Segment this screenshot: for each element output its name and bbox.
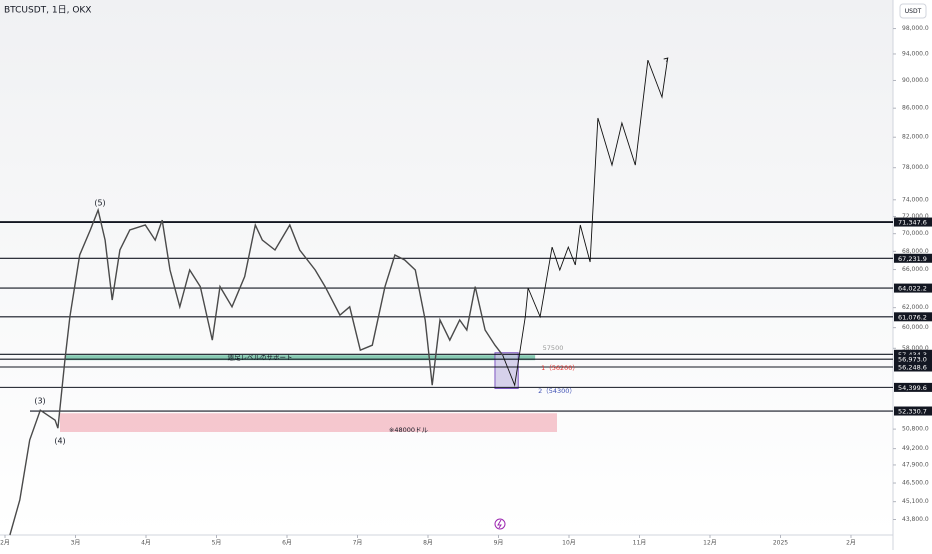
annotation: 57500 [543, 344, 564, 352]
series-line [502, 58, 669, 387]
annotation: 1（56200） [541, 364, 579, 372]
y-tick-label: 58,000.0 [902, 345, 929, 352]
y-tick-label: 50,800.0 [902, 426, 929, 433]
y-tick-label: 98,000.0 [902, 25, 929, 32]
x-tick-label: 11月 [633, 540, 647, 547]
y-tick-label: 82,000.0 [902, 134, 929, 141]
x-tick-label: 8月 [423, 540, 433, 547]
level-tag [894, 217, 932, 227]
series-line [9, 207, 504, 536]
level-label: 52,330.7 [898, 408, 927, 416]
y-tick-label: 90,000.0 [902, 77, 929, 84]
y-tick-label: 78,000.0 [902, 164, 929, 171]
x-tick-label: 2025 [773, 540, 788, 547]
annotation: (5) [94, 199, 105, 208]
y-tick-label: 70,000.0 [902, 230, 929, 237]
zone [59, 413, 558, 432]
level-tag [894, 406, 932, 416]
level-label: 54,399.6 [898, 384, 927, 392]
level-label: 67,231.9 [898, 255, 927, 263]
x-tick-label: 10月 [562, 540, 576, 547]
y-tick-label: 62,000.0 [902, 304, 929, 311]
currency[interactable]: USDT [905, 8, 922, 15]
x-tick-label: 4月 [141, 540, 151, 547]
event-icon-bolt [497, 519, 502, 529]
y-tick-label: 43,800.0 [902, 516, 929, 523]
zone [64, 355, 536, 361]
y-tick-label: 86,000.0 [902, 105, 929, 112]
chart-title: BTCUSDT, 1日, OKX [4, 5, 91, 16]
y-tick-label: 68,000.0 [902, 248, 929, 255]
y-tick-label: 66,000.0 [902, 266, 929, 273]
x-tick-label: 6月 [282, 540, 292, 547]
y-tick-label: 72,000.0 [902, 213, 929, 220]
level-tag [894, 382, 932, 392]
x-tick-label: 3月 [71, 540, 81, 547]
level-label: 56,973.0 [898, 356, 927, 364]
level-label: 64,022.2 [898, 285, 927, 293]
level-tag [894, 283, 932, 293]
x-tick-label: 2月 [0, 540, 10, 547]
y-tick-label: 45,100.0 [902, 498, 929, 505]
zone-label: ※48000ドル [389, 426, 429, 434]
x-tick-label: 5月 [212, 540, 222, 547]
x-tick-label: 9月 [494, 540, 504, 547]
level-label: 56,248.6 [898, 364, 927, 372]
zone-label: 週足レベルのサポート [228, 353, 293, 362]
event-icon[interactable] [494, 518, 506, 530]
level-label: 61,076.2 [898, 313, 927, 321]
level-tag [894, 312, 932, 322]
x-tick-label: 2月 [846, 540, 856, 547]
currency-button[interactable] [899, 3, 927, 19]
plot-bg [0, 0, 893, 535]
level-tag [894, 253, 932, 263]
level-tag [894, 362, 932, 372]
annotation: (4) [54, 437, 65, 446]
y-tick-label: 74,000.0 [902, 196, 929, 203]
y-tick-label: 46,500.0 [902, 480, 929, 487]
level-label: 71,347.6 [898, 219, 927, 227]
y-tick-label: 49,200.0 [902, 445, 929, 452]
x-tick-label: 12月 [703, 540, 717, 547]
level-tag [894, 349, 932, 359]
y-tick-label: 94,000.0 [902, 50, 929, 57]
annotation: 2（54300） [538, 387, 576, 395]
x-tick-label: 7月 [353, 540, 363, 547]
level-tag [894, 354, 932, 364]
y-tick-label: 47,900.0 [902, 461, 929, 468]
annotation: (3) [34, 397, 45, 406]
arrow-head [663, 57, 669, 63]
y-tick-label: 60,000.0 [902, 324, 929, 331]
